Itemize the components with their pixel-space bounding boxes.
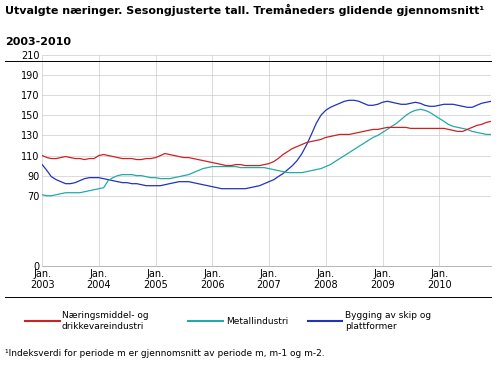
Text: 2003-2010: 2003-2010 bbox=[5, 37, 71, 47]
Text: Bygging av skip og
plattformer: Bygging av skip og plattformer bbox=[345, 312, 431, 331]
Text: Utvalgte næringer. Sesongjusterte tall. Tremåneders glidende gjennomsnitt¹: Utvalgte næringer. Sesongjusterte tall. … bbox=[5, 4, 484, 16]
Text: ¹Indeksverdi for periode m er gjennomsnitt av periode m, m-1 og m-2.: ¹Indeksverdi for periode m er gjennomsni… bbox=[5, 349, 324, 358]
Text: Metallindustri: Metallindustri bbox=[226, 317, 288, 326]
Text: Næringsmiddel- og
drikkevareindustri: Næringsmiddel- og drikkevareindustri bbox=[62, 312, 149, 331]
